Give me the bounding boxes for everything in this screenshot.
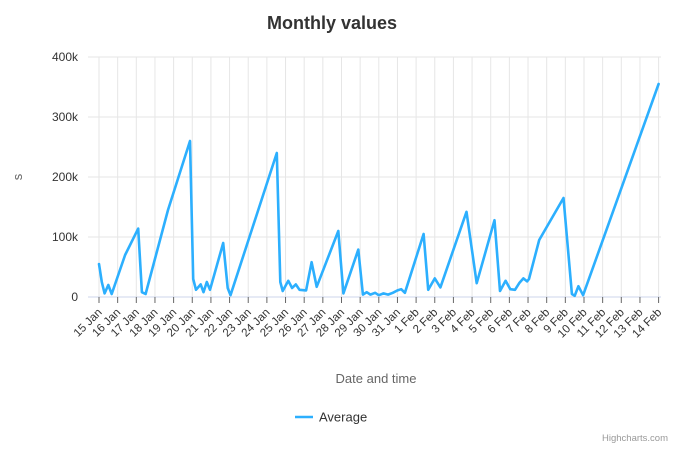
chart-title: Monthly values bbox=[267, 13, 397, 33]
y-tick-label: 400k bbox=[52, 50, 79, 64]
series-group bbox=[97, 82, 660, 298]
y-tick-label: 300k bbox=[52, 110, 79, 124]
y-tick-label: 0 bbox=[71, 290, 78, 304]
credits-link[interactable]: Highcharts.com bbox=[602, 433, 668, 444]
x-axis-title: Date and time bbox=[336, 371, 417, 386]
y-tick-label: 100k bbox=[52, 230, 79, 244]
y-axis-labels: 0 100k 200k 300k 400k bbox=[52, 50, 79, 304]
series-line-average[interactable] bbox=[97, 82, 660, 298]
legend-label: Average bbox=[319, 410, 367, 425]
legend-item-average[interactable]: Average bbox=[295, 410, 367, 425]
y-axis-title: s bbox=[10, 173, 25, 180]
y-tick-label: 200k bbox=[52, 170, 79, 184]
x-axis bbox=[88, 296, 661, 303]
